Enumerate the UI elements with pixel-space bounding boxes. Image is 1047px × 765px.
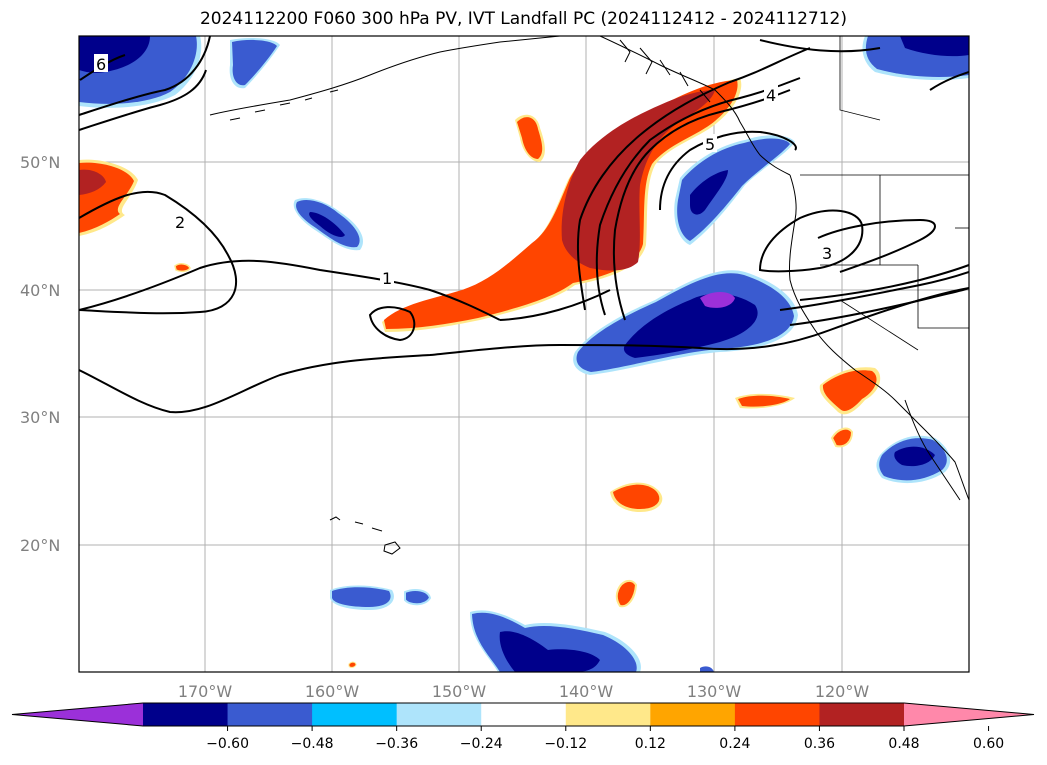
colorbar-extend-low bbox=[12, 703, 143, 726]
colorbar-tick-label: 0.48 bbox=[888, 736, 919, 752]
colorbar-segment bbox=[227, 703, 313, 726]
colorbar-tick-label: −0.60 bbox=[206, 736, 249, 752]
colorbar-tick-label: −0.24 bbox=[460, 736, 503, 752]
colorbar-segment bbox=[565, 703, 651, 726]
coastlines bbox=[209, 36, 969, 555]
lat-label-30n: 30°N bbox=[20, 408, 60, 427]
contour-label-3: 3 bbox=[822, 244, 832, 263]
lon-label-120w: 120°W bbox=[815, 682, 870, 701]
contours bbox=[79, 36, 969, 414]
colorbar-tick-label: −0.12 bbox=[544, 736, 587, 752]
colorbar-tick-label: −0.36 bbox=[375, 736, 418, 752]
lon-label-160w: 160°W bbox=[305, 682, 360, 701]
lon-label-170w: 170°W bbox=[178, 682, 233, 701]
contour-label-6: 6 bbox=[96, 55, 106, 74]
lat-label-50n: 50°N bbox=[20, 153, 60, 172]
colorbar-outline bbox=[11, 702, 1035, 727]
colorbar-extend-high bbox=[904, 703, 1034, 726]
lat-label-20n: 20°N bbox=[20, 536, 60, 555]
colorbar-segment bbox=[481, 703, 567, 726]
contour-label-5: 5 bbox=[705, 135, 715, 154]
colorbar: −0.60 −0.48 −0.36 −0.24 −0.12 0.12 0.24 0.36 0.4… bbox=[11, 702, 1035, 752]
lat-label-40n: 40°N bbox=[20, 281, 60, 300]
colorbar-tick-label: −0.48 bbox=[291, 736, 334, 752]
colorbar-tick-label: 0.12 bbox=[635, 736, 666, 752]
colorbar-segment bbox=[143, 703, 229, 726]
colorbar-segment bbox=[312, 703, 398, 726]
lon-label-130w: 130°W bbox=[687, 682, 742, 701]
contour-label-4: 4 bbox=[766, 86, 776, 105]
colorbar-tick-label: 0.24 bbox=[719, 736, 750, 752]
lon-label-150w: 150°W bbox=[432, 682, 487, 701]
colorbar-segment bbox=[734, 703, 820, 726]
graticule bbox=[79, 36, 969, 672]
lon-label-140w: 140°W bbox=[559, 682, 614, 701]
colorbar-tick-label: 0.60 bbox=[973, 736, 1004, 752]
contour-labels: 1 2 3 4 5 6 bbox=[94, 54, 834, 288]
colorbar-tick-label: 0.36 bbox=[804, 736, 835, 752]
chart-title: 2024112200 F060 300 hPa PV, IVT Landfall… bbox=[199, 9, 847, 29]
colorbar-segment bbox=[819, 703, 905, 726]
contour-label-2: 2 bbox=[175, 213, 185, 232]
map-frame bbox=[78, 35, 970, 673]
colorbar-segment bbox=[396, 703, 482, 726]
contour-label-1: 1 bbox=[382, 269, 392, 288]
colorbar-segment bbox=[650, 703, 736, 726]
